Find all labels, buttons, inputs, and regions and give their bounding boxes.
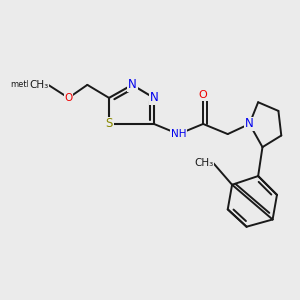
Text: N: N	[128, 78, 136, 92]
Text: CH₃: CH₃	[194, 158, 213, 168]
Text: NH: NH	[171, 129, 186, 139]
Text: N: N	[149, 92, 158, 104]
Text: S: S	[105, 117, 113, 130]
Text: O: O	[64, 93, 73, 103]
Text: CH₃: CH₃	[29, 80, 48, 90]
Text: O: O	[199, 90, 208, 100]
Text: methoxy: methoxy	[10, 80, 47, 89]
Text: N: N	[245, 117, 254, 130]
